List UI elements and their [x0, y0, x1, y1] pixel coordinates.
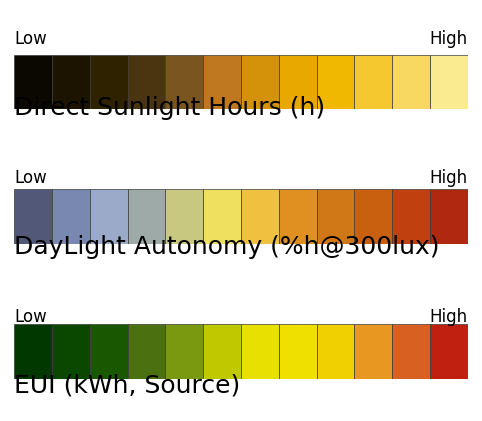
Bar	[14, 189, 52, 244]
Text: Low: Low	[14, 30, 47, 48]
Bar	[165, 189, 203, 244]
Bar	[430, 324, 468, 379]
Bar	[128, 55, 165, 109]
Bar	[14, 55, 52, 109]
Bar	[52, 55, 90, 109]
Bar	[90, 324, 128, 379]
Bar	[354, 324, 392, 379]
Text: Low: Low	[14, 308, 47, 326]
Text: DayLight Autonomy (%h@300lux): DayLight Autonomy (%h@300lux)	[14, 235, 440, 259]
Bar	[317, 189, 354, 244]
Bar	[52, 324, 90, 379]
Text: Low: Low	[14, 169, 47, 187]
Bar	[354, 189, 392, 244]
Bar	[279, 55, 317, 109]
Bar	[203, 324, 241, 379]
Text: EUI (kWh, Source): EUI (kWh, Source)	[14, 374, 241, 398]
Bar	[430, 55, 468, 109]
Bar	[165, 324, 203, 379]
Bar	[317, 55, 354, 109]
Text: High: High	[429, 169, 468, 187]
Text: High: High	[429, 308, 468, 326]
Bar	[241, 189, 279, 244]
Bar	[241, 55, 279, 109]
Bar	[203, 55, 241, 109]
Bar	[14, 324, 52, 379]
Text: Direct Sunlight Hours (h): Direct Sunlight Hours (h)	[14, 96, 325, 120]
Bar	[430, 189, 468, 244]
Bar	[128, 189, 165, 244]
Bar	[165, 55, 203, 109]
Bar	[90, 55, 128, 109]
Bar	[392, 189, 430, 244]
Bar	[52, 189, 90, 244]
Bar	[128, 324, 165, 379]
Bar	[279, 189, 317, 244]
Bar	[317, 324, 354, 379]
Bar	[392, 55, 430, 109]
Bar	[241, 324, 279, 379]
Bar	[354, 55, 392, 109]
Bar	[203, 189, 241, 244]
Bar	[392, 324, 430, 379]
Text: High: High	[429, 30, 468, 48]
Bar	[90, 189, 128, 244]
Bar	[279, 324, 317, 379]
